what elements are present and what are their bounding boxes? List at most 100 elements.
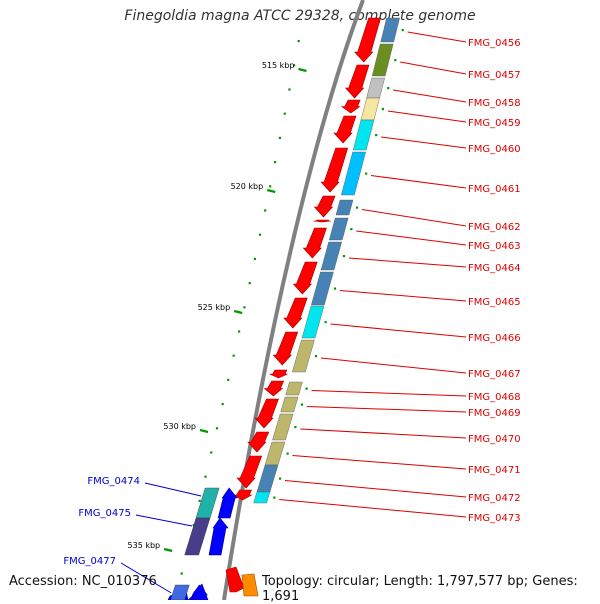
cog-block xyxy=(241,573,259,597)
label-leader xyxy=(330,323,467,338)
gene-label: FMG_0463 xyxy=(468,241,521,252)
tick-mark xyxy=(375,134,378,137)
cog-block xyxy=(352,119,375,151)
cog-block xyxy=(280,396,299,413)
label-leader xyxy=(311,390,467,397)
tick-mark xyxy=(210,451,213,454)
scale-tick xyxy=(266,188,276,194)
tick-mark xyxy=(305,387,308,390)
gene-label: FMG_0467 xyxy=(468,369,521,380)
label-leader xyxy=(407,31,467,43)
cds-arrow-plus xyxy=(302,227,327,259)
cds-arrow-plus xyxy=(247,431,270,453)
label-leader xyxy=(361,209,467,227)
tick-mark xyxy=(297,40,300,43)
tick-mark xyxy=(294,426,297,429)
cog-block xyxy=(366,77,385,99)
gene-label: FMG_0456 xyxy=(468,38,521,49)
gene-label: FMG_0470 xyxy=(468,434,521,445)
cds-arrow-plus xyxy=(269,369,288,379)
cds-arrow-plus xyxy=(263,380,285,397)
label-leader xyxy=(393,89,467,103)
cds-arrow-plus xyxy=(340,99,361,114)
label-leader xyxy=(356,230,467,246)
tick-mark xyxy=(204,475,207,478)
label-leader xyxy=(144,482,202,497)
gene-label: FMG_0473 xyxy=(468,513,521,524)
cds-arrow-minus xyxy=(191,583,209,600)
cog-block xyxy=(328,217,349,241)
cog-block xyxy=(264,441,286,466)
gene-label: FMG_0468 xyxy=(468,392,521,403)
tick-mark xyxy=(300,403,304,406)
gene-label: FMG_0466 xyxy=(468,333,521,344)
tick-mark xyxy=(264,209,267,212)
cog-block xyxy=(360,97,380,121)
label-leader xyxy=(306,406,467,413)
cog-block xyxy=(335,199,354,216)
cds-arrow-plus xyxy=(254,398,279,429)
tick-mark xyxy=(248,282,251,285)
tick-mark xyxy=(273,161,277,164)
cds-arrow-plus xyxy=(272,331,299,366)
tick-mark xyxy=(273,496,276,499)
gene-label: FMG_0460 xyxy=(468,144,521,155)
cog-features xyxy=(170,17,400,600)
tick-mark xyxy=(314,355,318,358)
genome-backbone xyxy=(222,0,365,600)
cds-features xyxy=(167,17,382,600)
scale-tick xyxy=(199,428,209,434)
gene-label: FMG_0465 xyxy=(468,297,521,308)
tick-mark xyxy=(227,378,230,381)
cds-arrow-plus xyxy=(225,566,245,593)
tick-mark xyxy=(401,29,404,32)
tick-mark xyxy=(232,354,235,357)
tick-mark xyxy=(215,427,219,430)
cds-arrow-plus xyxy=(313,219,332,223)
gene-labels: FMG_0456 FMG_0457 FMG_0458 FMG_0459 FMG_0460… xyxy=(63,38,520,567)
cds-arrow-minus xyxy=(217,487,238,519)
scale-label: 525 kbp xyxy=(198,303,231,312)
tick-mark xyxy=(381,108,385,111)
tick-mark xyxy=(286,452,289,455)
gene-label: FMG_0477 xyxy=(63,556,116,567)
tick-mark xyxy=(355,206,359,209)
tick-mark xyxy=(180,572,183,575)
tick-mark xyxy=(269,185,272,188)
cog-block xyxy=(341,151,366,196)
tick-mark xyxy=(278,477,282,480)
tick-mark xyxy=(365,172,368,175)
tick-marks xyxy=(180,29,404,575)
label-leader xyxy=(135,514,193,527)
cog-block xyxy=(301,305,325,339)
cog-block-minus xyxy=(195,487,220,519)
tick-mark xyxy=(283,112,286,115)
cds-arrow-plus xyxy=(292,261,318,295)
cog-block xyxy=(371,43,394,77)
gene-label: FMG_0474 xyxy=(87,476,140,487)
gene-label: FMG_0462 xyxy=(468,222,521,233)
cds-arrow-plus xyxy=(344,64,370,99)
cog-block-minus xyxy=(184,517,211,556)
cog-block xyxy=(272,413,294,441)
label-leaders xyxy=(120,31,467,594)
cog-block-minus xyxy=(170,584,190,600)
cds-arrow-plus xyxy=(236,455,263,489)
cog-block xyxy=(253,491,271,504)
label-leader xyxy=(400,61,467,75)
scale-tick xyxy=(163,547,173,553)
cds-arrow-plus xyxy=(232,489,253,501)
tick-mark xyxy=(387,87,390,90)
tick-mark xyxy=(288,88,291,91)
gene-label: FMG_0457 xyxy=(468,70,521,81)
scale-label: 520 kbp xyxy=(231,182,264,191)
gene-label: FMG_0469 xyxy=(468,408,521,419)
tick-mark xyxy=(198,499,201,502)
gene-label: FMG_0472 xyxy=(468,493,521,504)
gene-label: FMG_0459 xyxy=(468,118,521,129)
cog-block xyxy=(380,17,400,43)
tick-mark xyxy=(243,306,246,309)
tick-mark xyxy=(258,233,262,236)
cog-block xyxy=(256,464,279,493)
